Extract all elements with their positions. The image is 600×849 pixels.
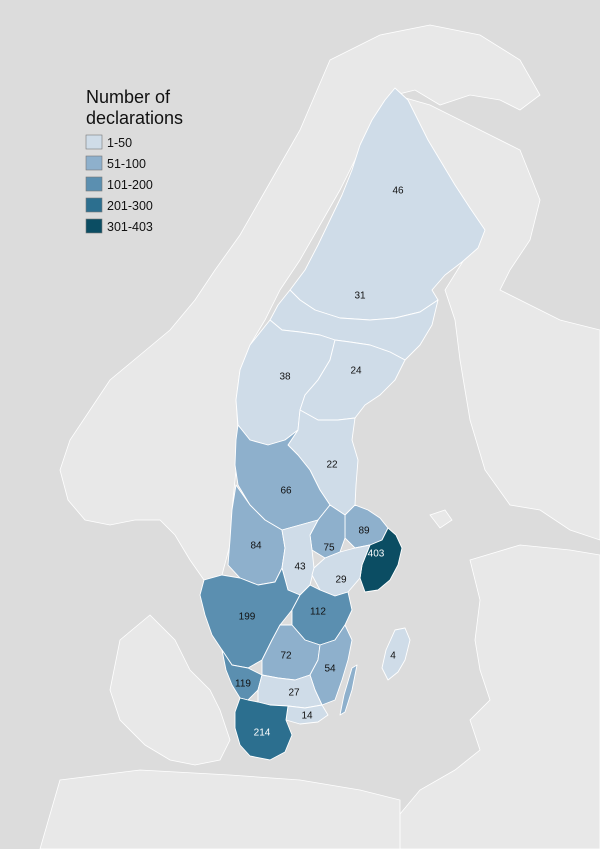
label-kronoberg: 27 bbox=[288, 688, 300, 699]
label-blekinge: 14 bbox=[301, 711, 313, 722]
legend-label-1: 1-50 bbox=[107, 136, 132, 150]
label-kalmar: 54 bbox=[324, 664, 336, 675]
label-vastmanland: 75 bbox=[323, 543, 335, 554]
denmark-landmass bbox=[109, 614, 231, 766]
region-gotland[interactable] bbox=[381, 627, 411, 681]
baltic-landmass bbox=[394, 544, 600, 849]
label-vastra-gotaland: 199 bbox=[239, 612, 256, 623]
legend-label-2: 51-100 bbox=[107, 157, 146, 171]
surrounding-land bbox=[39, 24, 600, 849]
label-jamtland: 38 bbox=[279, 372, 291, 383]
legend-swatch-3 bbox=[85, 176, 103, 192]
label-vasternorrland: 24 bbox=[350, 366, 362, 377]
label-jonkoping: 72 bbox=[280, 651, 292, 662]
region-halland[interactable] bbox=[221, 649, 263, 701]
label-norrbotten: 46 bbox=[392, 186, 404, 197]
label-ostergotland: 112 bbox=[310, 607, 326, 618]
legend-swatch-4 bbox=[85, 197, 103, 213]
legend: Number of declarations 1-50 51-100 101-2… bbox=[85, 87, 183, 234]
legend-swatch-5 bbox=[85, 218, 103, 234]
aland-landmass bbox=[429, 509, 453, 529]
label-orebro: 43 bbox=[294, 562, 306, 573]
region-oland[interactable] bbox=[339, 664, 358, 716]
region-kalmar[interactable] bbox=[309, 624, 353, 706]
label-halland: 119 bbox=[235, 679, 251, 690]
counties bbox=[199, 87, 486, 761]
legend-label-4: 201-300 bbox=[107, 199, 153, 213]
label-uppsala: 89 bbox=[358, 526, 370, 537]
label-vasterbotten: 31 bbox=[354, 291, 366, 302]
legend-swatch-2 bbox=[85, 155, 103, 171]
label-gavleborg: 22 bbox=[326, 460, 338, 471]
legend-swatch-1 bbox=[85, 134, 103, 150]
region-blekinge[interactable] bbox=[285, 704, 329, 725]
label-varmland: 84 bbox=[250, 541, 262, 552]
legend-label-5: 301-403 bbox=[107, 220, 153, 234]
label-sodermanland: 29 bbox=[335, 575, 347, 586]
label-stockholm: 403 bbox=[368, 549, 385, 560]
germany-landmass bbox=[39, 769, 401, 849]
region-sodermanland[interactable] bbox=[311, 544, 371, 597]
region-stockholm[interactable] bbox=[359, 527, 403, 593]
label-gotland: 4 bbox=[390, 651, 396, 662]
region-value-labels: 46 31 38 24 22 66 89 403 84 75 43 29 199… bbox=[235, 186, 404, 739]
legend-label-3: 101-200 bbox=[107, 178, 153, 192]
label-skane: 214 bbox=[254, 728, 271, 739]
legend-title-line1: Number of bbox=[86, 87, 171, 107]
legend-title-line2: declarations bbox=[86, 108, 183, 128]
region-skane[interactable] bbox=[234, 697, 293, 761]
label-dalarna: 66 bbox=[280, 486, 292, 497]
region-vasternorrland[interactable] bbox=[299, 339, 406, 421]
region-orebro[interactable] bbox=[281, 519, 319, 596]
